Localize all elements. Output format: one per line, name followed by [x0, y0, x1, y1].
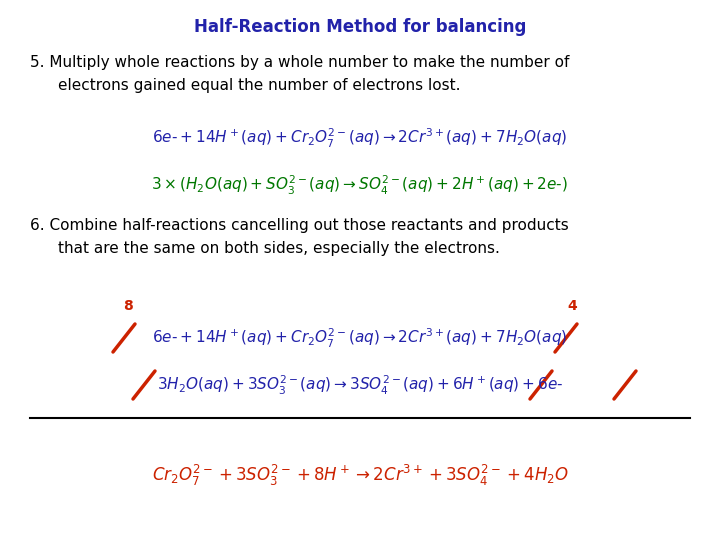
- Text: 8: 8: [123, 299, 133, 313]
- Text: $6e\text{-} + 14H^+(aq) + Cr_2O_7^{2-}(aq) \rightarrow 2Cr^{3+}(aq) + 7H_2O(aq)$: $6e\text{-} + 14H^+(aq) + Cr_2O_7^{2-}(a…: [153, 326, 567, 349]
- Text: $6e\text{-} + 14H^+(aq) + Cr_2O_7^{2-}(aq) \rightarrow 2Cr^{3+}(aq) + 7H_2O(aq)$: $6e\text{-} + 14H^+(aq) + Cr_2O_7^{2-}(a…: [153, 126, 567, 150]
- Text: 5. Multiply whole reactions by a whole number to make the number of: 5. Multiply whole reactions by a whole n…: [30, 55, 570, 70]
- Text: that are the same on both sides, especially the electrons.: that are the same on both sides, especia…: [58, 241, 500, 256]
- Text: $Cr_2O_7^{2-} + 3SO_3^{2-} + 8H^+ \rightarrow 2Cr^{3+} + 3SO_4^{2-} + 4H_2O$: $Cr_2O_7^{2-} + 3SO_3^{2-} + 8H^+ \right…: [152, 462, 568, 488]
- Text: Half-Reaction Method for balancing: Half-Reaction Method for balancing: [194, 18, 526, 36]
- Text: 6. Combine half-reactions cancelling out those reactants and products: 6. Combine half-reactions cancelling out…: [30, 218, 569, 233]
- Text: 4: 4: [567, 299, 577, 313]
- Text: $3H_2O(aq) + 3SO_3^{2-}(aq) \rightarrow 3SO_4^{2-}(aq) + 6H^+(aq) + 6e\text{-}$: $3H_2O(aq) + 3SO_3^{2-}(aq) \rightarrow …: [157, 373, 563, 396]
- Text: $3 \times ( H_2O(aq) + SO_3^{2-}(aq) \rightarrow SO_4^{2-}(aq) + 2H^+(aq) + 2e\t: $3 \times ( H_2O(aq) + SO_3^{2-}(aq) \ri…: [151, 173, 569, 197]
- Text: electrons gained equal the number of electrons lost.: electrons gained equal the number of ele…: [58, 78, 461, 93]
